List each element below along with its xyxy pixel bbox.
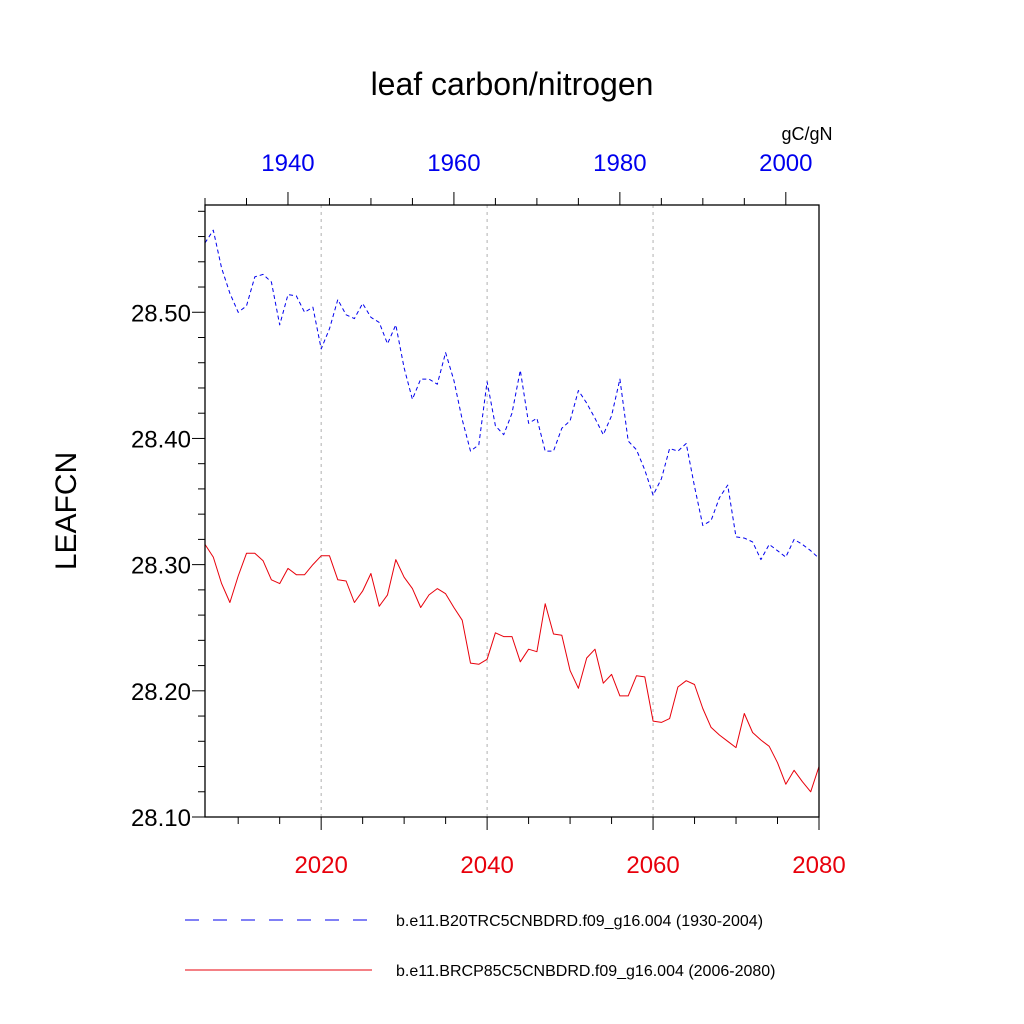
chart-title: leaf carbon/nitrogen — [371, 66, 654, 102]
series-line-2 — [204, 544, 820, 793]
y-axis-label: LEAFCN — [50, 452, 83, 570]
x-bottom-tick-label: 2060 — [626, 852, 679, 879]
x-top-tick-label: 1960 — [427, 150, 480, 177]
y-tick-label: 28.40 — [131, 426, 191, 453]
y-tick-label: 28.50 — [131, 300, 191, 327]
grid-lines — [320, 205, 654, 817]
series-layer — [204, 229, 820, 793]
legend-label-series-1: b.e11.B20TRC5CNBDRD.f09_g16.004 (1930-20… — [396, 913, 763, 930]
legend-label-series-2: b.e11.BRCP85C5CNBDRD.f09_g16.004 (2006-2… — [396, 963, 775, 980]
x-top-tick-label: 1940 — [261, 150, 314, 177]
units-label: gC/gN — [781, 124, 832, 144]
x-bottom-tick-label: 2040 — [460, 852, 513, 879]
y-tick-label: 28.30 — [131, 553, 191, 580]
plot-frame — [204, 204, 820, 818]
x-top-tick-label: 2000 — [759, 150, 812, 177]
axes — [192, 192, 820, 830]
x-bottom-tick-label: 2020 — [294, 852, 347, 879]
series-line-1 — [204, 229, 820, 561]
y-tick-label: 28.20 — [131, 679, 191, 706]
x-bottom-tick-label: 2080 — [792, 852, 845, 879]
x-top-tick-label: 1980 — [593, 150, 646, 177]
y-tick-label: 28.10 — [131, 805, 191, 832]
tick-labels: 28.10 28.20 28.30 28.40 28.50 2020 2040 2060 208… — [131, 150, 846, 879]
legend: b.e11.B20TRC5CNBDRD.f09_g16.004 (1930-20… — [185, 913, 775, 980]
